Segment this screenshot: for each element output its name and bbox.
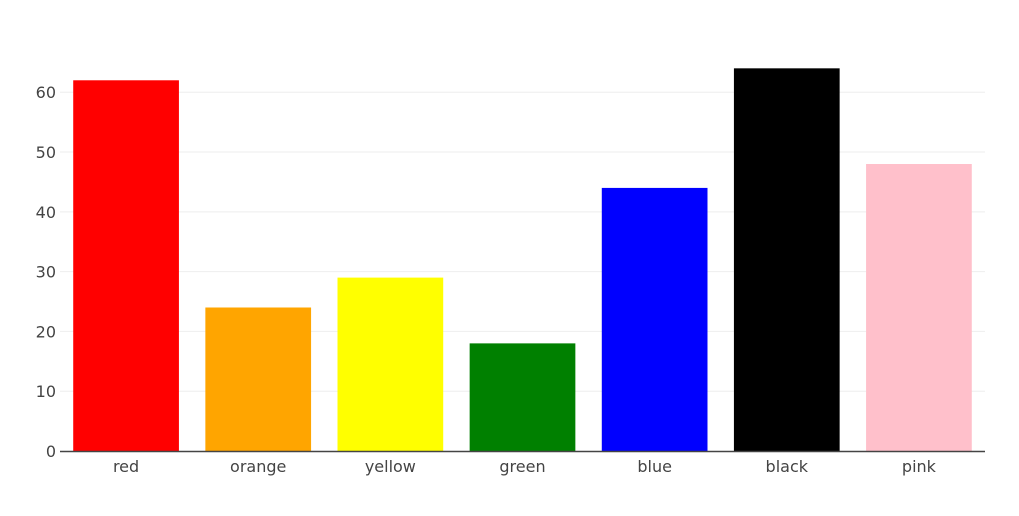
bars	[73, 68, 972, 451]
y-axis-tick-labels: 0 10 20 30 40 50 60	[36, 83, 56, 461]
y-tick-label: 40	[36, 203, 56, 222]
bar-yellow[interactable]	[337, 277, 444, 451]
y-tick-label: 20	[36, 322, 56, 341]
x-tick-label-red: red	[113, 457, 139, 476]
x-tick-label-green: green	[499, 457, 545, 476]
x-tick-label-orange: orange	[230, 457, 286, 476]
y-tick-label: 50	[36, 143, 56, 162]
y-tick-label: 10	[36, 382, 56, 401]
bar-black[interactable]	[733, 68, 840, 451]
bar-red[interactable]	[73, 80, 179, 451]
y-tick-label: 30	[36, 263, 56, 282]
bar-green[interactable]	[469, 343, 576, 451]
x-tick-label-blue: blue	[637, 457, 672, 476]
bar-blue[interactable]	[601, 187, 708, 451]
x-axis-tick-labels: red orange yellow green blue black pink	[113, 457, 937, 476]
x-tick-label-black: black	[766, 457, 809, 476]
bar-pink[interactable]	[866, 163, 972, 451]
y-tick-label: 0	[46, 442, 56, 461]
y-tick-label: 60	[36, 83, 56, 102]
x-tick-label-yellow: yellow	[365, 457, 416, 476]
x-tick-label-pink: pink	[902, 457, 937, 476]
bar-orange[interactable]	[205, 307, 312, 451]
